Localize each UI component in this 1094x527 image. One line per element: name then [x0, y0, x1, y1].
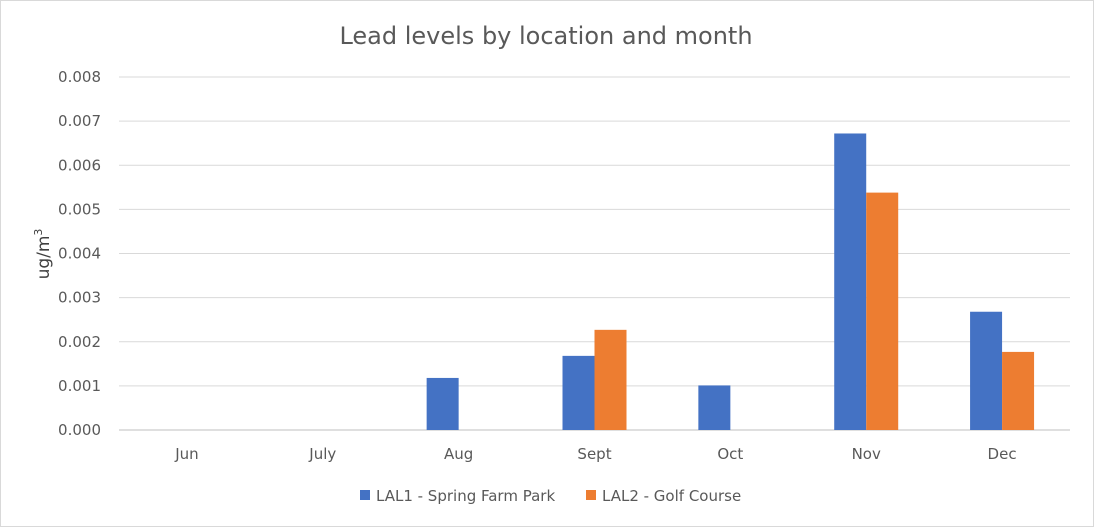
x-tick-label: Oct [717, 445, 743, 463]
gridlines [119, 76, 1070, 431]
x-tick-label: Dec [988, 445, 1017, 463]
legend: LAL1 - Spring Farm Park LAL2 - Golf Cours… [360, 487, 741, 505]
y-tick-label: 0.004 [58, 245, 101, 263]
bar-dec-series-2 [1002, 351, 1035, 430]
y-axis-title-superscript: 3 [32, 229, 45, 236]
y-axis-title: ug/m3 [32, 229, 54, 280]
bars [426, 133, 1035, 431]
x-tick-label: Nov [852, 445, 881, 463]
bar-sept-series-2 [594, 329, 627, 430]
bar-dec-series-1 [970, 311, 1003, 430]
x-tick-label: Aug [444, 445, 473, 463]
y-tick-label: 0.001 [58, 377, 101, 395]
chart-title: Lead levels by location and month [339, 22, 752, 50]
x-tick-label: Jun [174, 445, 198, 463]
x-tick-labels: Jun July Aug Sept Oct Nov Dec [174, 445, 1016, 463]
bar-nov-series-1 [834, 133, 867, 431]
y-tick-label: 0.002 [58, 333, 101, 351]
y-tick-label: 0.006 [58, 156, 101, 174]
y-tick-label: 0.008 [58, 68, 101, 86]
legend-label: LAL2 - Golf Course [602, 487, 741, 505]
y-tick-label: 0.007 [58, 112, 101, 130]
y-tick-label: 0.005 [58, 200, 101, 218]
y-tick-label: 0.000 [58, 421, 101, 439]
bar-nov-series-2 [866, 192, 899, 430]
x-tick-label: July [308, 445, 336, 463]
legend-label: LAL1 - Spring Farm Park [376, 487, 555, 505]
bar-oct-series-1 [698, 385, 731, 430]
legend-swatch [586, 490, 596, 500]
bar-aug-series-1 [426, 377, 459, 430]
bar-sept-series-1 [562, 355, 595, 430]
y-tick-labels: 0.000 0.001 0.002 0.003 0.004 0.005 0.006 0.007… [58, 68, 101, 439]
y-tick-label: 0.003 [58, 289, 101, 307]
legend-swatch [360, 490, 370, 500]
x-tick-label: Sept [577, 445, 611, 463]
